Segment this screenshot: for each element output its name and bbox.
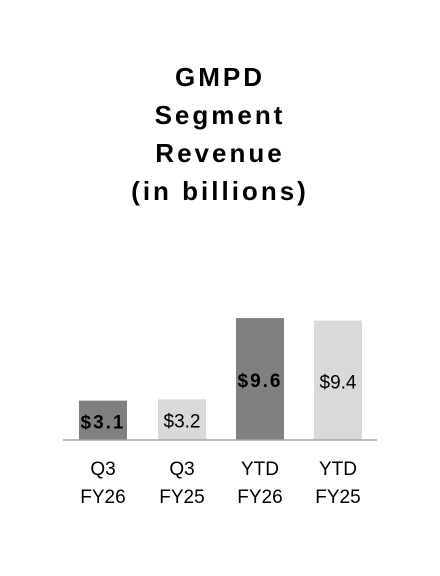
value-label: $9.4 bbox=[320, 372, 357, 393]
x-tick-label: YTD FY25 bbox=[315, 459, 361, 508]
chart-title: GMPD Segment Revenue (in billions) bbox=[131, 62, 309, 206]
value-label: $3.2 bbox=[164, 412, 201, 433]
x-tick-label: Q3 FY25 bbox=[159, 459, 205, 508]
bar bbox=[79, 400, 127, 440]
bar bbox=[236, 318, 284, 440]
value-label: $3.1 bbox=[81, 412, 126, 433]
value-label: $9.6 bbox=[238, 371, 283, 392]
bar bbox=[158, 399, 206, 440]
x-tick-label: Q3 FY26 bbox=[80, 459, 126, 508]
bar bbox=[314, 320, 362, 440]
x-tick-label: YTD FY26 bbox=[237, 459, 283, 508]
